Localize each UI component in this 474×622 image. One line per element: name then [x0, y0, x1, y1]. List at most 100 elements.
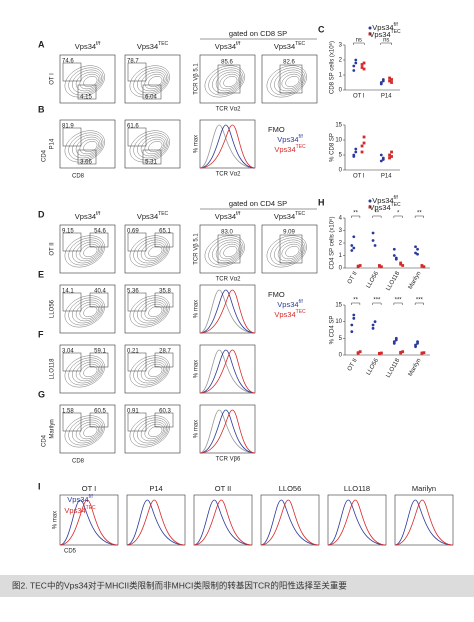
- contour: [204, 65, 245, 98]
- genotype-sup: TEC: [296, 309, 306, 315]
- histogram-curve: [59, 499, 119, 546]
- genotype: Vps34TEC: [137, 211, 169, 221]
- row-label: P14: [50, 138, 56, 149]
- gate-value: 28.7: [159, 349, 171, 355]
- dot-tec: [378, 351, 381, 355]
- gate-value: 5.36: [127, 289, 139, 295]
- contour: [285, 246, 300, 258]
- dot-ff: [381, 79, 385, 83]
- genotype-base: Vps34: [215, 212, 236, 221]
- contour: [137, 359, 167, 384]
- contour: [140, 301, 166, 322]
- genotype-base: Vps34: [274, 145, 295, 154]
- legend-dot: [368, 26, 372, 30]
- histogram-curve: [199, 409, 256, 454]
- genotype-sup: TEC: [391, 29, 401, 35]
- contour: [137, 69, 167, 94]
- dot-ff: [394, 338, 398, 342]
- histogram-curve: [327, 499, 387, 546]
- gate-title: gated on CD8 SP: [229, 29, 287, 38]
- gate: [62, 352, 82, 372]
- contour: [68, 357, 104, 386]
- histogram-title: Marilyn: [412, 484, 436, 493]
- histogram-curve: [394, 499, 454, 546]
- dot-tec: [390, 81, 393, 84]
- dot-tec: [401, 350, 405, 354]
- dot-tec: [388, 156, 391, 160]
- contour: [219, 243, 239, 260]
- plot-frame: [59, 224, 116, 274]
- contour: [204, 235, 245, 268]
- dot-tec: [420, 351, 424, 355]
- genotype-sup: TEC: [391, 202, 401, 208]
- dot-tec: [388, 153, 391, 157]
- genotype: Vps34TEC: [64, 505, 96, 515]
- dot-ff: [371, 326, 375, 330]
- histogram-curve: [327, 499, 387, 546]
- contour: [219, 73, 239, 90]
- significance: *: [397, 211, 400, 217]
- genotype-sup: f/f: [89, 494, 94, 500]
- dot-tec: [358, 264, 362, 267]
- panel-letter: C: [318, 24, 325, 34]
- genotype-sup: f/f: [236, 41, 241, 47]
- gate: [127, 62, 147, 82]
- dot-ff: [371, 239, 375, 242]
- plot-frame: [59, 404, 116, 454]
- genotype-sup: TEC: [86, 505, 96, 511]
- histogram-curve: [260, 499, 320, 546]
- gate-value: 81.9: [62, 124, 74, 130]
- contour: [137, 299, 167, 324]
- contour: [137, 419, 167, 444]
- y-axis-label: % CD8 SP: [330, 133, 336, 162]
- sig-bracket: [414, 215, 424, 218]
- histogram-curve: [193, 499, 253, 546]
- plot-frame: [199, 54, 256, 104]
- histogram-curve: [199, 124, 256, 169]
- contour: [277, 71, 303, 92]
- contour: [129, 65, 170, 98]
- gate-value: 9.15: [62, 229, 74, 235]
- dot-ff: [379, 153, 383, 157]
- histogram-curve: [394, 499, 454, 546]
- dot-ff: [373, 244, 377, 247]
- dot-ff: [354, 58, 358, 62]
- plot-frame: [126, 494, 186, 546]
- y-tick-label: 2: [339, 241, 343, 247]
- contour: [270, 67, 306, 96]
- genotype-base: Vps34: [274, 212, 295, 221]
- gate-value: 1.58: [62, 409, 74, 415]
- gate-value: 60.3: [159, 409, 171, 415]
- gate-title: gated on CD4 SP: [229, 199, 287, 208]
- contour: [129, 295, 170, 328]
- contour: [64, 355, 105, 388]
- gate: [142, 84, 162, 100]
- dot-ff: [350, 323, 354, 327]
- histogram-curve: [199, 349, 256, 394]
- genotype-sup: f/f: [299, 299, 304, 305]
- histogram-curve: [126, 499, 186, 546]
- significance: ***: [373, 298, 381, 304]
- contour: [274, 69, 304, 94]
- contour: [79, 243, 99, 260]
- contour: [64, 415, 105, 448]
- dot-tec: [380, 351, 383, 355]
- y-axis-label: CD4 SP cells (x10⁶): [329, 216, 336, 269]
- axis-label: % max: [194, 135, 200, 153]
- contour: [133, 417, 169, 446]
- gate: [89, 292, 109, 308]
- gate: [154, 412, 174, 428]
- dot-tec: [390, 155, 393, 158]
- plot-frame: [124, 344, 181, 394]
- plot-frame: [199, 344, 256, 394]
- caption: 图2. TEC中的Vps34对于MHCII类限制而非MHCI类限制的转基因TCR…: [12, 580, 347, 590]
- genotype: Vps34TEC: [274, 309, 306, 319]
- contour: [64, 130, 105, 163]
- row-label: OT I: [50, 73, 56, 85]
- contour: [137, 134, 167, 159]
- genotype: Vps34f/f: [75, 211, 101, 221]
- dot-tec: [360, 63, 364, 66]
- y-tick-label: 3: [339, 43, 343, 49]
- plot-frame: [327, 494, 387, 546]
- genotype-base: Vps34: [372, 196, 393, 205]
